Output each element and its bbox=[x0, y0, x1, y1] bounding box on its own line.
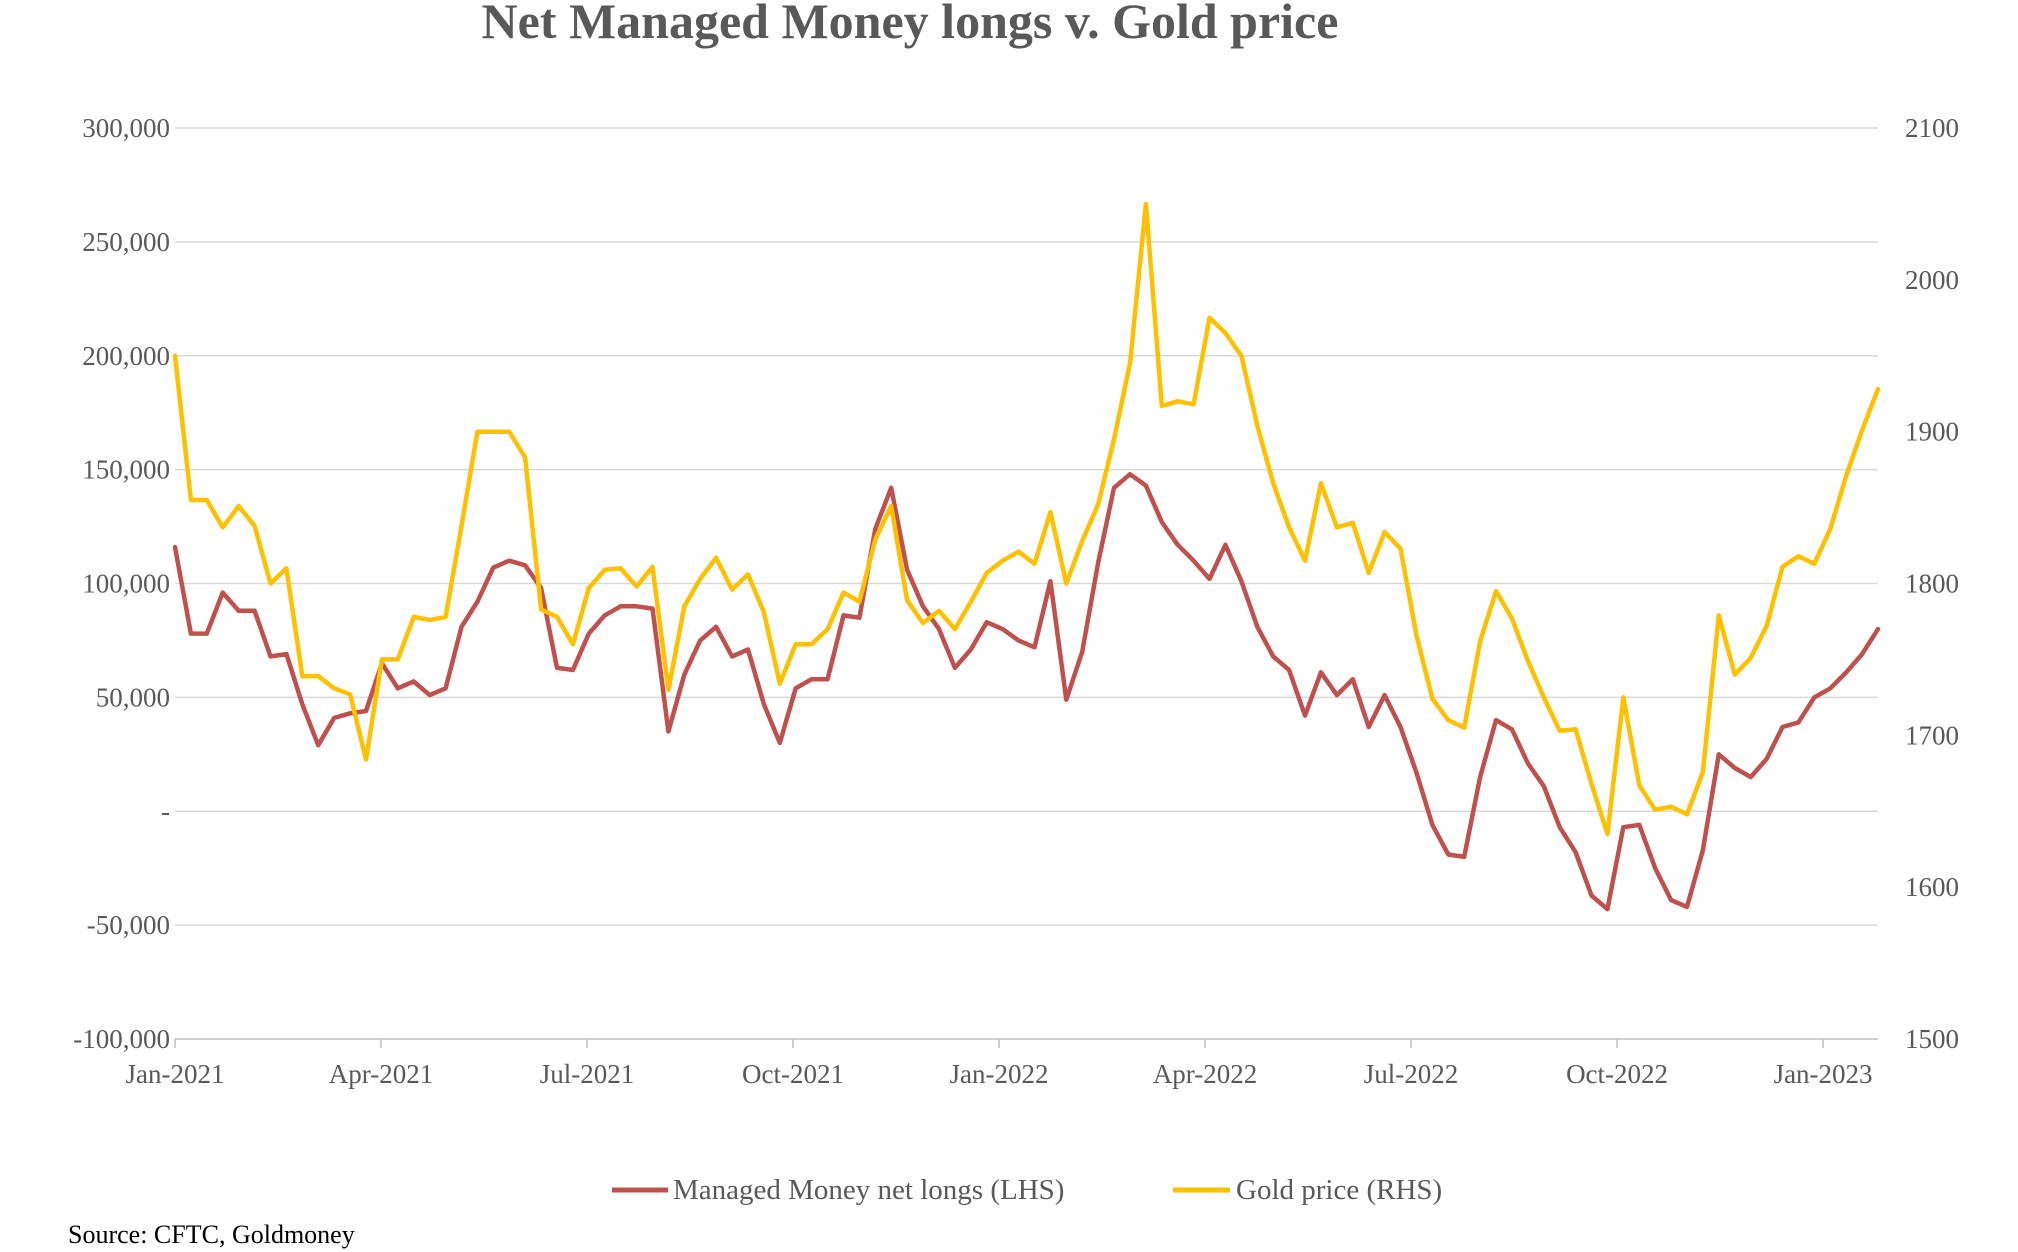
x-tick-label: Oct-2021 bbox=[742, 1059, 844, 1089]
y-right-tick-label: 1500 bbox=[1905, 1024, 1959, 1054]
y-right-tick-label: 2100 bbox=[1905, 113, 1959, 143]
y-right-tick-label: 1600 bbox=[1905, 872, 1959, 902]
axes: 300,000 250,000 200,000 150,000 100,000 50,00… bbox=[73, 113, 1959, 1089]
y-left-tick-label: - bbox=[161, 796, 170, 826]
x-tick-label: Jan-2021 bbox=[126, 1059, 225, 1089]
y-right-tick-label: 2000 bbox=[1905, 265, 1959, 295]
y-right-tick-label: 1900 bbox=[1905, 417, 1959, 447]
y-left-tick-label: 50,000 bbox=[96, 682, 170, 712]
y-left-tick-label: -100,000 bbox=[73, 1024, 170, 1054]
chart-title: Net Managed Money longs v. Gold price bbox=[482, 0, 1339, 49]
y-left-tick-label: -50,000 bbox=[87, 910, 170, 940]
x-tick-label: Jul-2022 bbox=[1364, 1059, 1459, 1089]
series-line-managed-money bbox=[172, 471, 1881, 912]
x-tick-label: Oct-2022 bbox=[1566, 1059, 1668, 1089]
y-right-tick-label: 1700 bbox=[1905, 720, 1959, 750]
x-tick-label: Apr-2021 bbox=[329, 1059, 433, 1089]
series-line-gold-price bbox=[172, 201, 1881, 837]
source-note: Source: CFTC, Goldmoney bbox=[68, 1220, 355, 1249]
legend: Managed Money net longs (LHS) Gold price … bbox=[612, 1174, 1442, 1206]
y-left-tick-label: 100,000 bbox=[82, 569, 170, 599]
y-left-tick-label: 250,000 bbox=[82, 227, 170, 257]
y-left-tick-label: 200,000 bbox=[82, 341, 170, 371]
y-left-tick-label: 300,000 bbox=[82, 113, 170, 143]
x-tick-label: Apr-2022 bbox=[1153, 1059, 1257, 1089]
legend-label: Gold price (RHS) bbox=[1236, 1174, 1442, 1206]
gridlines bbox=[175, 127, 1878, 926]
x-tick-label: Jan-2023 bbox=[1774, 1059, 1873, 1089]
y-left-tick-label: 150,000 bbox=[82, 455, 170, 485]
y-right-tick-label: 1800 bbox=[1905, 569, 1959, 599]
legend-label: Managed Money net longs (LHS) bbox=[673, 1174, 1064, 1206]
x-tick-label: Jul-2021 bbox=[540, 1059, 635, 1089]
x-tick-label: Jan-2022 bbox=[950, 1059, 1049, 1089]
series-lines bbox=[172, 201, 1881, 912]
